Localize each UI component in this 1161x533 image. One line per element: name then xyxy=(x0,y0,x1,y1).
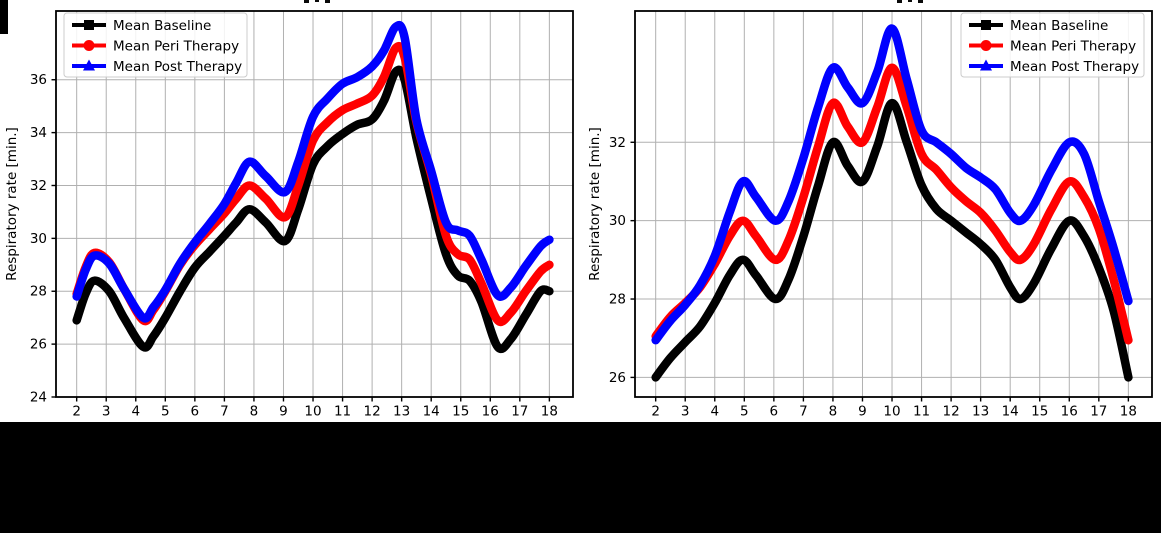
legend-entry: Mean Peri Therapy xyxy=(969,38,1136,54)
legend-entry: Mean Baseline xyxy=(969,18,1108,34)
legend-triangle-marker-icon xyxy=(980,59,992,71)
cropped-title-remnant-left xyxy=(304,0,334,4)
x-tick-label: 6 xyxy=(770,404,779,420)
x-tick-label: 10 xyxy=(304,404,321,420)
x-tick-label: 9 xyxy=(858,404,867,420)
legend-label: Mean Baseline xyxy=(1010,18,1108,34)
x-tick-label: 3 xyxy=(102,404,111,420)
x-tick-label: 11 xyxy=(334,404,351,420)
legend-circle-marker-icon xyxy=(83,40,95,51)
x-tick-label: 2 xyxy=(651,404,660,420)
x-tick-label: 2 xyxy=(72,404,81,420)
legend-box xyxy=(63,12,248,78)
series-line-mean-peri-therapy xyxy=(651,63,1133,345)
y-tick-label: 28 xyxy=(30,284,47,300)
legend-circle-marker-icon xyxy=(980,40,992,51)
x-tick-label: 13 xyxy=(393,404,410,420)
x-tick-label: 3 xyxy=(681,404,690,420)
legend-entry: Mean Post Therapy xyxy=(969,59,1139,75)
legend-square-marker-icon xyxy=(84,20,94,30)
legend-label: Mean Post Therapy xyxy=(113,59,242,75)
legend-label: Mean Post Therapy xyxy=(1010,59,1139,75)
x-tick-label: 8 xyxy=(829,404,838,420)
legend-entry: Mean Peri Therapy xyxy=(72,38,239,54)
right-chart: 2 3 4 5 6 7 8 9 10 11 12 13 14 15 16 17 18 26 28 30 32 Respir… xyxy=(587,10,1153,420)
x-tick-label: 12 xyxy=(364,404,381,420)
x-tick-label: 5 xyxy=(740,404,749,420)
legend-label: Mean Peri Therapy xyxy=(113,38,239,54)
y-tick-label: 24 xyxy=(30,390,47,406)
y-tick-label: 26 xyxy=(30,337,47,353)
legend-entry: Mean Post Therapy xyxy=(72,59,242,75)
left-edge-black-artifact xyxy=(0,0,8,34)
x-tick-label: 4 xyxy=(710,404,719,420)
series-line-mean-post-therapy xyxy=(72,21,554,323)
tick-labels: 2 3 4 5 6 7 8 9 10 11 12 13 14 15 16 17 18 26 28 30 32 xyxy=(609,135,1137,420)
x-tick-label: 11 xyxy=(913,404,930,420)
y-tick-label: 26 xyxy=(609,370,626,386)
y-tick-label: 32 xyxy=(30,178,47,194)
legend: Mean Baseline Mean Peri Therapy Mean Post … xyxy=(960,12,1145,78)
x-tick-label: 16 xyxy=(1061,404,1078,420)
gridlines xyxy=(635,11,1152,397)
x-tick-label: 14 xyxy=(423,404,440,420)
x-tick-label: 14 xyxy=(1002,404,1019,420)
legend-label: Mean Baseline xyxy=(113,18,211,34)
x-tick-label: 16 xyxy=(482,404,499,420)
x-tick-label: 8 xyxy=(250,404,259,420)
x-tick-label: 6 xyxy=(191,404,200,420)
legend-label: Mean Peri Therapy xyxy=(1010,38,1136,54)
series-line-mean-baseline xyxy=(651,98,1133,382)
y-tick-label: 30 xyxy=(30,231,47,247)
x-tick-label: 9 xyxy=(279,404,288,420)
x-tick-label: 7 xyxy=(799,404,808,420)
axes-frame xyxy=(55,10,574,398)
y-axis-label: Respiratory rate [min.] xyxy=(4,127,20,281)
legend-triangle-marker-icon xyxy=(83,59,95,71)
y-tick-label: 30 xyxy=(609,213,626,229)
series-line-mean-post-therapy xyxy=(651,24,1133,345)
x-tick-label: 5 xyxy=(161,404,170,420)
charts-svg: 2 3 4 5 6 7 8 9 10 11 12 13 14 15 16 17 1824262830323436… xyxy=(4,10,1153,420)
left-chart: 2 3 4 5 6 7 8 9 10 11 12 13 14 15 16 17 1824262830323436… xyxy=(4,10,574,420)
axes-frame xyxy=(634,10,1153,398)
x-tick-label: 12 xyxy=(943,404,960,420)
bottom-black-bar xyxy=(0,422,1161,533)
legend: Mean Baseline Mean Peri Therapy Mean Post … xyxy=(63,12,248,78)
legend-box xyxy=(960,12,1145,78)
x-tick-label: 15 xyxy=(1031,404,1048,420)
y-tick-label: 34 xyxy=(30,125,47,141)
legend-square-marker-icon xyxy=(981,20,991,30)
legend-entry: Mean Baseline xyxy=(72,18,211,34)
x-tick-label: 15 xyxy=(452,404,469,420)
y-tick-label: 36 xyxy=(30,72,47,88)
x-tick-label: 4 xyxy=(131,404,140,420)
y-tick-label: 32 xyxy=(609,135,626,151)
cropped-title-remnant-right xyxy=(897,0,927,4)
y-tick-label: 28 xyxy=(609,292,626,308)
x-tick-label: 18 xyxy=(541,404,558,420)
x-tick-label: 10 xyxy=(883,404,900,420)
series-line-mean-baseline xyxy=(72,65,554,353)
x-tick-label: 17 xyxy=(1090,404,1107,420)
x-tick-label: 7 xyxy=(220,404,229,420)
x-tick-label: 13 xyxy=(972,404,989,420)
x-tick-label: 17 xyxy=(511,404,528,420)
y-axis-label: Respiratory rate [min.] xyxy=(587,127,603,281)
x-tick-label: 18 xyxy=(1120,404,1137,420)
